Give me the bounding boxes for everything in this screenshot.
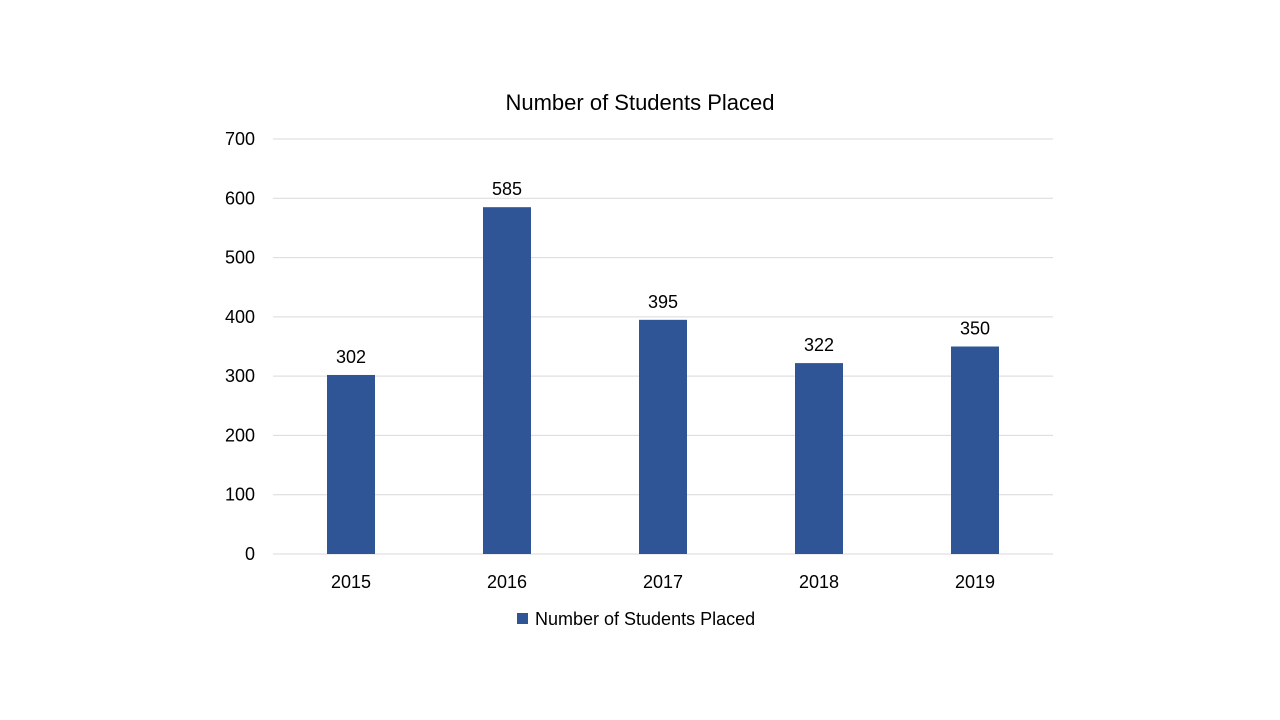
x-tick-label: 2019 xyxy=(955,572,995,592)
y-tick-label: 200 xyxy=(225,425,255,445)
legend-label: Number of Students Placed xyxy=(535,609,755,629)
x-tick-label: 2015 xyxy=(331,572,371,592)
bar xyxy=(795,363,843,554)
y-axis-ticks: 0 100 200 300 400 500 600 700 xyxy=(225,129,255,564)
bar xyxy=(327,374,375,554)
legend-swatch xyxy=(517,613,528,624)
y-tick-label: 600 xyxy=(225,188,255,208)
y-tick-label: 400 xyxy=(225,307,255,327)
legend: Number of Students Placed xyxy=(517,609,755,629)
x-tick-label: 2016 xyxy=(487,572,527,592)
y-tick-label: 500 xyxy=(225,248,255,268)
y-tick-label: 0 xyxy=(245,544,255,564)
data-label: 302 xyxy=(336,347,366,367)
data-label: 395 xyxy=(648,292,678,312)
x-axis-ticks: 2015 2016 2017 2018 2019 xyxy=(331,572,995,592)
chart-title: Number of Students Placed xyxy=(505,90,774,115)
data-label: 585 xyxy=(492,179,522,199)
bar xyxy=(951,346,999,554)
y-tick-label: 300 xyxy=(225,366,255,386)
y-tick-label: 700 xyxy=(225,129,255,149)
data-labels: 302 585 395 322 350 xyxy=(336,179,990,367)
x-tick-label: 2018 xyxy=(799,572,839,592)
x-tick-label: 2017 xyxy=(643,572,683,592)
data-label: 350 xyxy=(960,319,990,339)
bar xyxy=(639,319,687,554)
data-label: 322 xyxy=(804,335,834,355)
bar xyxy=(483,207,531,554)
bars xyxy=(327,207,999,554)
y-tick-label: 100 xyxy=(225,485,255,505)
